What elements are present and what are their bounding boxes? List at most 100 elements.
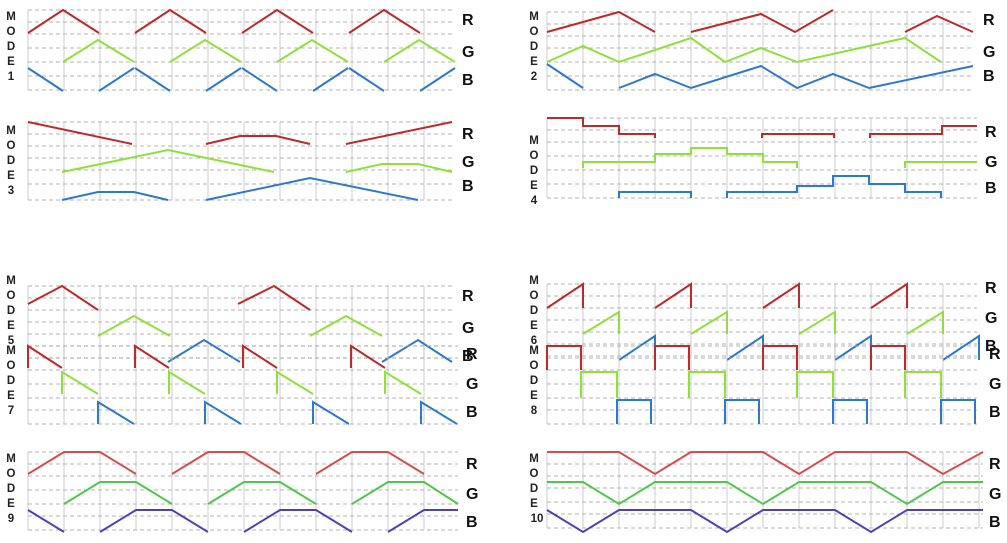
b-wave	[618, 191, 692, 198]
g-wave	[383, 38, 456, 63]
mode-number: 6	[530, 335, 538, 347]
channel-label-r: R	[985, 124, 997, 141]
mode-2-waveform	[546, 9, 974, 91]
mode-panel-7: M O D E 7 R G B	[0, 338, 500, 438]
mode-panel-2: M O D E 2 R G B	[525, 0, 1007, 100]
channel-label-b: B	[989, 404, 1001, 421]
mode-10-waveform	[546, 451, 984, 534]
g-wave	[97, 314, 171, 337]
r-wave	[134, 8, 207, 34]
b-wave	[546, 509, 983, 534]
mode-number: 9	[7, 513, 15, 525]
r-wave	[870, 345, 906, 370]
r-wave	[870, 282, 908, 309]
mode-number: 1	[7, 71, 15, 83]
b-wave	[616, 399, 652, 424]
channel-label-r: R	[466, 456, 478, 473]
channel-label-g: G	[462, 320, 475, 337]
g-wave	[546, 36, 942, 64]
b-wave	[724, 399, 760, 424]
channel-label-r: R	[462, 12, 474, 29]
channel-label-r: R	[989, 346, 1001, 363]
channel-label-b: B	[466, 514, 478, 531]
channel-label-b: B	[985, 338, 997, 355]
b-wave	[312, 67, 349, 92]
r-wave	[27, 344, 63, 369]
b-wave	[832, 399, 868, 424]
mode-label: M O D E 3	[4, 125, 18, 201]
r-wave	[345, 121, 453, 145]
channel-label-b: B	[985, 180, 997, 197]
r-wave	[546, 345, 582, 370]
b-wave	[420, 400, 458, 425]
mode-label: M O D E 5	[4, 275, 18, 351]
r-wave	[547, 117, 656, 138]
mode-3-waveform	[27, 121, 453, 201]
channel-label-r: R	[985, 280, 997, 297]
r-wave	[546, 282, 584, 309]
channel-label-g: G	[462, 44, 475, 61]
r-wave	[904, 14, 974, 33]
b-wave	[940, 399, 976, 424]
b-wave	[546, 63, 584, 89]
channel-label-r: R	[989, 456, 1001, 473]
mode-panel-8: M O D E 8 R G B	[525, 338, 1007, 438]
r-wave	[690, 9, 834, 34]
b-wave	[27, 509, 65, 533]
g-wave	[276, 370, 314, 395]
b-wave	[98, 67, 135, 92]
r-wave	[654, 282, 692, 309]
b-wave	[381, 338, 453, 363]
mode-label: M O D E 4	[527, 135, 541, 211]
r-wave	[350, 344, 386, 369]
g-wave	[798, 310, 836, 335]
b-wave	[387, 509, 458, 533]
g-wave	[547, 481, 983, 506]
mode-label: M O D E 2	[527, 11, 541, 87]
g-wave	[904, 371, 942, 398]
channel-label-b: B	[462, 178, 474, 195]
channel-label-b: B	[462, 348, 474, 365]
mode-1-waveform	[27, 8, 456, 92]
r-wave	[241, 8, 314, 34]
mode-label: M O D E 8	[527, 345, 541, 421]
mode-9-waveform	[27, 451, 459, 533]
r-wave	[27, 284, 99, 311]
channel-label-b: B	[989, 514, 1001, 531]
b-wave	[27, 67, 64, 92]
mode-panel-9: M O D E 9 R G B	[0, 444, 500, 543]
channel-label-b: B	[462, 72, 474, 89]
mode-number: 4	[530, 195, 538, 207]
g-wave	[61, 148, 275, 173]
b-wave	[618, 64, 974, 90]
g-wave	[796, 371, 834, 398]
g-wave	[207, 481, 317, 505]
mode-panel-10: M O D E 10 R G B	[525, 444, 1007, 543]
channel-label-g: G	[989, 486, 1002, 503]
r-wave	[171, 451, 281, 475]
channel-label-b: B	[466, 404, 478, 421]
r-wave	[134, 344, 170, 369]
r-wave	[205, 135, 311, 145]
b-wave	[348, 67, 385, 92]
r-wave	[547, 451, 984, 476]
channel-label-r: R	[462, 126, 474, 143]
r-wave	[654, 345, 690, 370]
b-wave	[942, 334, 980, 361]
channel-label-g: G	[989, 376, 1002, 393]
g-wave	[309, 314, 383, 337]
b-wave	[419, 67, 456, 92]
b-wave	[726, 175, 942, 198]
mode-panel-6: M O D E 6 R G B	[525, 275, 1007, 380]
r-wave	[762, 282, 800, 309]
mode-panel-3: M O D E 3 R G B	[0, 108, 500, 208]
channel-label-g: G	[466, 486, 479, 503]
r-wave	[761, 133, 835, 138]
b-wave	[204, 400, 242, 425]
g-wave	[168, 370, 206, 395]
r-wave	[315, 451, 425, 475]
r-wave	[869, 125, 977, 138]
r-wave	[27, 121, 133, 145]
g-wave	[582, 310, 620, 335]
g-wave	[276, 38, 349, 63]
